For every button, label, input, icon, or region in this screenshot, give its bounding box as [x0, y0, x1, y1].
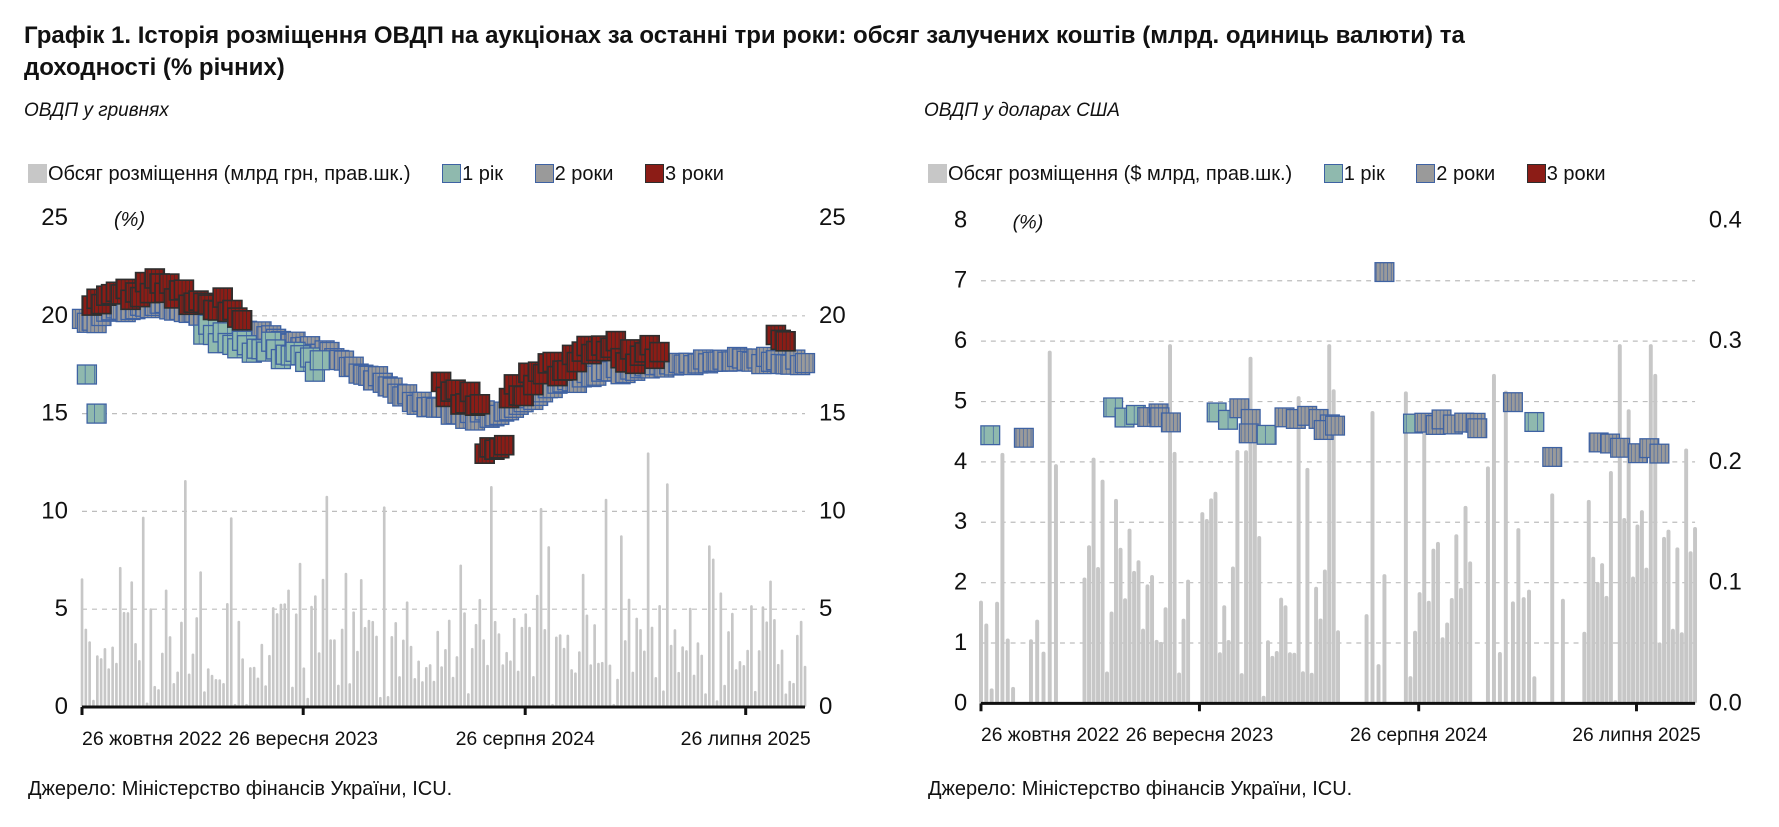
svg-text:10: 10 [819, 497, 846, 524]
svg-text:(%): (%) [114, 209, 145, 231]
svg-text:20: 20 [41, 302, 68, 329]
svg-text:25: 25 [819, 204, 846, 231]
svg-text:5: 5 [55, 595, 68, 622]
svg-text:10: 10 [41, 497, 68, 524]
svg-text:15: 15 [819, 400, 846, 427]
svg-text:0.3: 0.3 [1709, 328, 1742, 354]
svg-text:15: 15 [41, 400, 68, 427]
svg-text:26 жовтня 2022: 26 жовтня 2022 [981, 725, 1119, 746]
svg-text:5: 5 [954, 388, 967, 414]
svg-text:0.2: 0.2 [1709, 449, 1742, 475]
svg-text:26 серпня 2024: 26 серпня 2024 [1350, 725, 1488, 746]
svg-text:25: 25 [41, 204, 68, 231]
svg-text:8: 8 [954, 207, 967, 233]
svg-text:26 жовтня 2022: 26 жовтня 2022 [82, 728, 222, 750]
svg-text:0.1: 0.1 [1709, 570, 1742, 596]
svg-text:26 вересня 2023: 26 вересня 2023 [228, 728, 378, 750]
svg-text:0.0: 0.0 [1709, 690, 1742, 716]
svg-text:4: 4 [954, 449, 967, 475]
svg-text:0: 0 [954, 690, 967, 716]
svg-text:20: 20 [819, 302, 846, 329]
svg-text:7: 7 [954, 268, 967, 294]
svg-text:3: 3 [954, 509, 967, 535]
svg-text:26 липня 2025: 26 липня 2025 [681, 728, 811, 750]
svg-text:(%): (%) [1013, 211, 1044, 233]
svg-text:0: 0 [55, 693, 68, 720]
svg-text:26 вересня 2023: 26 вересня 2023 [1126, 725, 1274, 746]
svg-text:1: 1 [954, 630, 967, 656]
svg-text:0.4: 0.4 [1709, 207, 1742, 233]
svg-text:26 липня 2025: 26 липня 2025 [1572, 725, 1700, 746]
svg-text:5: 5 [819, 595, 832, 622]
svg-text:26 серпня 2024: 26 серпня 2024 [456, 728, 595, 750]
svg-text:6: 6 [954, 328, 967, 354]
svg-text:0: 0 [819, 693, 832, 720]
svg-text:2: 2 [954, 570, 967, 596]
